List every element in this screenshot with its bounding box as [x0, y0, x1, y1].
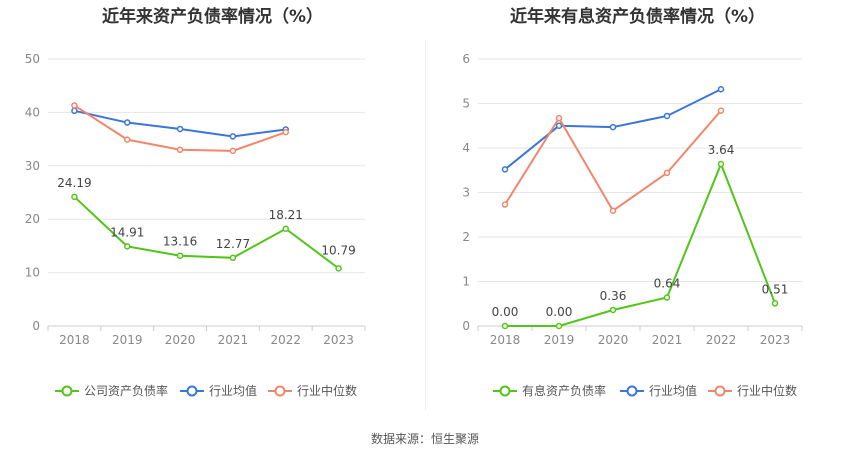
x-tick-label: 2020	[598, 333, 629, 347]
data-label: 10.79	[321, 243, 355, 257]
data-point	[282, 225, 289, 233]
x-tick-label: 2022	[270, 333, 301, 347]
data-point	[717, 160, 725, 168]
data-point	[717, 86, 725, 93]
data-point	[176, 252, 184, 259]
data-point	[229, 147, 237, 155]
chart-0: 0 10 20 30 40 50 2018 2019 2020 2021 2022 2023 24.19…	[25, 52, 366, 398]
data-point	[124, 136, 131, 143]
y-tick-label: 0	[32, 319, 40, 333]
data-point	[176, 125, 184, 133]
series-line	[505, 161, 776, 327]
x-tick-label: 2021	[218, 333, 249, 347]
y-tick-label: 1	[462, 275, 470, 289]
legend-marker	[186, 385, 198, 397]
y-tick-label: 6	[462, 52, 470, 66]
data-label: 0.36	[600, 289, 627, 303]
y-tick-label: 20	[25, 212, 40, 226]
data-label: 12.77	[216, 237, 250, 251]
data-label: 0.51	[762, 282, 789, 296]
data-point	[609, 306, 617, 314]
x-tick-label: 2019	[544, 333, 575, 347]
data-label: 0.00	[492, 305, 519, 319]
legend-label: 公司资产负债率	[84, 383, 168, 398]
data-point	[609, 123, 617, 131]
data-point	[71, 193, 78, 201]
data-point	[71, 107, 78, 115]
y-tick-label: 2	[462, 230, 470, 244]
y-tick-label: 40	[25, 105, 40, 119]
data-point	[501, 322, 509, 330]
data-point	[555, 114, 563, 122]
data-label: 14.91	[110, 225, 144, 239]
data-point	[771, 300, 779, 307]
legend-label: 行业中位数	[737, 383, 797, 398]
y-tick-label: 50	[25, 52, 40, 66]
y-tick-label: 30	[25, 159, 40, 173]
x-tick-label: 2023	[323, 333, 354, 347]
legend-label: 有息资产负债率	[522, 383, 606, 398]
x-tick-label: 2022	[706, 333, 737, 347]
chart-1: 0 1 2 3 4 5 6 2018 2019 2020 2021 2022 2023 0.00 0.00 0…	[462, 52, 803, 398]
y-tick-label: 10	[25, 266, 40, 280]
data-point	[176, 146, 184, 154]
data-point	[229, 133, 237, 140]
series-line	[73, 196, 340, 270]
chart-title-right: 近年来有息资产负债率情况（%）	[509, 7, 766, 27]
data-point	[282, 128, 289, 136]
x-tick-label: 2021	[652, 333, 683, 347]
data-label: 0.64	[654, 277, 681, 291]
data-source-note: 数据来源：恒生聚源	[370, 432, 479, 446]
y-tick-label: 4	[462, 141, 470, 155]
x-tick-label: 2023	[760, 333, 791, 347]
data-point	[124, 243, 131, 250]
data-point	[555, 122, 563, 129]
data-point	[71, 102, 78, 109]
x-tick-label: 2019	[112, 333, 143, 347]
panel-divider	[425, 40, 426, 410]
data-point	[501, 166, 509, 173]
legend-marker	[61, 385, 73, 397]
legend-marker	[274, 385, 286, 397]
legend-marker	[499, 385, 511, 397]
data-label: 3.64	[708, 143, 735, 157]
series-line	[74, 109, 286, 138]
data-point	[663, 294, 671, 301]
y-tick-label: 0	[462, 319, 470, 333]
data-point	[229, 254, 237, 262]
data-point	[335, 265, 342, 272]
x-tick-label: 2018	[59, 333, 90, 347]
data-point	[609, 207, 617, 214]
y-tick-label: 3	[462, 186, 470, 200]
chart-title-left: 近年来资产负债率情况（%）	[101, 7, 324, 27]
legend-marker	[714, 385, 726, 397]
data-label: 0.00	[546, 305, 573, 319]
legend-label: 行业均值	[649, 383, 697, 398]
y-tick-label: 5	[462, 97, 470, 111]
legend-marker	[626, 385, 638, 397]
data-label: 13.16	[163, 235, 197, 249]
data-label: 24.19	[57, 176, 91, 190]
data-point	[663, 112, 671, 120]
legend-label: 行业中位数	[297, 383, 357, 398]
data-point	[124, 119, 131, 126]
x-tick-label: 2018	[490, 333, 521, 347]
data-point	[717, 107, 725, 114]
data-point	[663, 169, 671, 177]
x-tick-label: 2020	[165, 333, 196, 347]
data-label: 18.21	[269, 208, 303, 222]
data-point	[555, 322, 563, 330]
legend-label: 行业均值	[209, 383, 257, 398]
data-point	[501, 201, 509, 208]
